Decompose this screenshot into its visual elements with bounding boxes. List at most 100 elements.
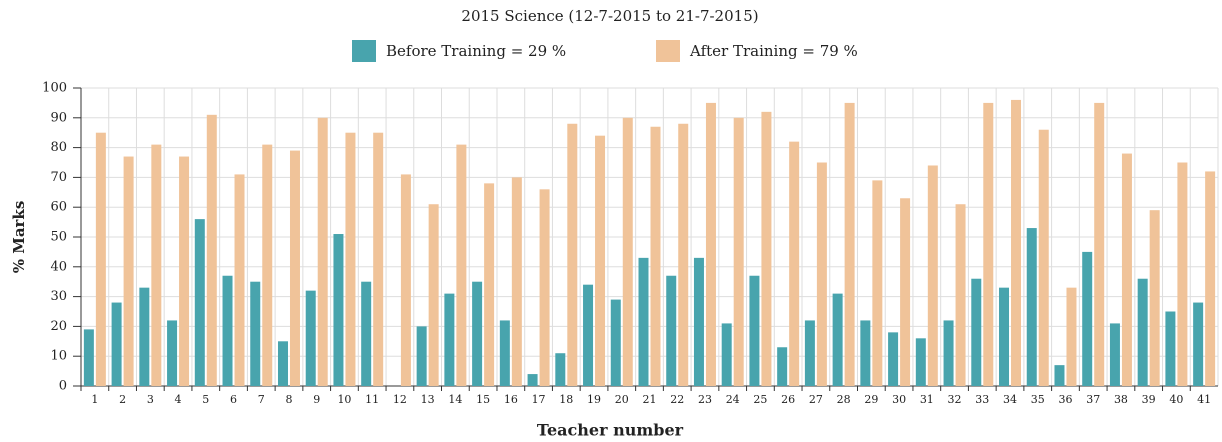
x-tick-label: 38 xyxy=(1114,393,1128,406)
bar xyxy=(832,293,843,386)
x-tick-label: 6 xyxy=(230,393,237,406)
x-tick-label: 8 xyxy=(285,393,292,406)
y-tick-label: 40 xyxy=(50,259,67,274)
bar xyxy=(111,302,122,386)
y-tick-label: 0 xyxy=(59,379,67,394)
x-tick-label: 5 xyxy=(202,393,209,406)
x-tick-label: 31 xyxy=(920,393,934,406)
bar xyxy=(179,156,190,386)
bar xyxy=(1094,102,1105,387)
bar xyxy=(733,117,744,387)
bar xyxy=(1066,287,1077,386)
bar xyxy=(151,144,162,386)
bar xyxy=(1177,162,1188,386)
bar xyxy=(428,204,439,386)
legend-label: After Training = 79 % xyxy=(689,42,858,60)
legend-swatch xyxy=(352,40,376,62)
bar xyxy=(666,275,677,386)
x-tick-label: 34 xyxy=(1003,393,1017,406)
bar xyxy=(317,117,328,387)
bar xyxy=(844,102,855,387)
x-tick-label: 33 xyxy=(975,393,989,406)
x-tick-label: 30 xyxy=(892,393,906,406)
x-tick-label: 19 xyxy=(587,393,601,406)
x-tick-label: 9 xyxy=(313,393,320,406)
bar xyxy=(693,257,704,386)
x-tick-label: 14 xyxy=(448,393,462,406)
y-axis-label: % Marks xyxy=(10,201,28,274)
bar xyxy=(638,257,649,386)
bar xyxy=(361,281,372,386)
bar xyxy=(262,144,273,386)
x-tick-label: 37 xyxy=(1086,393,1100,406)
x-tick-label: 27 xyxy=(809,393,823,406)
x-tick-label: 28 xyxy=(837,393,851,406)
bar xyxy=(250,281,261,386)
bar xyxy=(567,123,578,386)
x-tick-label: 29 xyxy=(864,393,878,406)
bar xyxy=(678,123,689,386)
bar xyxy=(472,281,483,386)
bar xyxy=(555,353,566,386)
bar xyxy=(400,174,411,386)
bar xyxy=(1149,210,1160,386)
bar xyxy=(416,326,427,386)
bar xyxy=(927,165,938,386)
bar xyxy=(943,320,954,386)
bar xyxy=(900,198,911,386)
bar xyxy=(789,141,800,386)
y-tick-label: 50 xyxy=(50,230,67,245)
chart-title: 2015 Science (12-7-2015 to 21-7-2015) xyxy=(461,7,758,25)
x-tick-label: 3 xyxy=(147,393,154,406)
x-tick-label: 12 xyxy=(393,393,407,406)
bar xyxy=(373,132,384,386)
x-tick-label: 24 xyxy=(726,393,740,406)
bar xyxy=(705,102,716,387)
bar xyxy=(444,293,455,386)
bar xyxy=(804,320,815,386)
x-tick-label: 2 xyxy=(119,393,126,406)
y-tick-label: 30 xyxy=(50,289,67,304)
bar xyxy=(1026,228,1037,386)
x-tick-label: 13 xyxy=(421,393,435,406)
y-tick-label: 60 xyxy=(50,200,67,215)
bar xyxy=(595,135,606,386)
bar xyxy=(971,278,982,386)
y-tick-label: 20 xyxy=(50,319,67,334)
bar xyxy=(999,287,1010,386)
bar xyxy=(583,284,594,386)
bar xyxy=(610,299,621,386)
bar xyxy=(860,320,871,386)
x-tick-label: 25 xyxy=(753,393,767,406)
y-tick-label: 80 xyxy=(50,140,67,155)
bar xyxy=(1082,251,1093,386)
bar xyxy=(1137,278,1148,386)
bar xyxy=(333,234,344,386)
x-axis-label: Teacher number xyxy=(537,421,684,440)
bar xyxy=(277,341,288,386)
bar xyxy=(888,332,899,386)
bar xyxy=(1205,171,1216,386)
bar xyxy=(345,132,356,386)
bar xyxy=(234,174,245,386)
x-tick-label: 20 xyxy=(615,393,629,406)
y-tick-label: 10 xyxy=(50,349,67,364)
x-tick-label: 23 xyxy=(698,393,712,406)
x-tick-label: 10 xyxy=(337,393,351,406)
y-tick-label: 90 xyxy=(50,110,67,125)
bar xyxy=(484,183,495,386)
bar xyxy=(915,338,926,386)
legend-swatch xyxy=(656,40,680,62)
x-tick-label: 36 xyxy=(1058,393,1072,406)
bar xyxy=(721,323,732,386)
bar xyxy=(1011,99,1022,387)
bar xyxy=(139,287,150,386)
x-tick-label: 35 xyxy=(1031,393,1045,406)
bar xyxy=(1054,365,1065,386)
bar xyxy=(206,114,217,386)
x-tick-label: 18 xyxy=(559,393,573,406)
x-tick-label: 4 xyxy=(175,393,182,406)
x-tick-label: 39 xyxy=(1142,393,1156,406)
bar xyxy=(955,204,966,386)
